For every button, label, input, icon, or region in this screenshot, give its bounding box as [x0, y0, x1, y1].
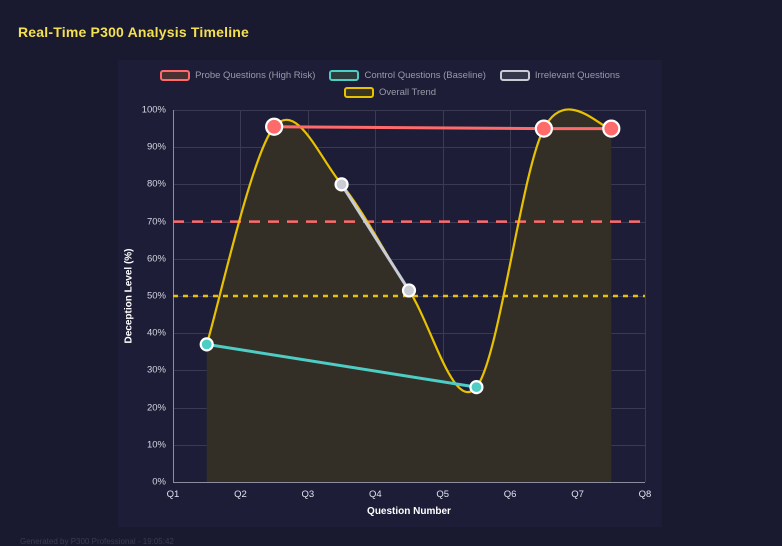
y-axis-tick: 90%	[146, 141, 166, 153]
grid-line-vertical	[645, 110, 646, 482]
legend-label-trend: Overall Trend	[378, 87, 437, 98]
data-point-probe[interactable]	[602, 119, 621, 138]
x-axis-tick: Q7	[571, 489, 584, 500]
y-axis-tick: 60%	[146, 253, 166, 265]
y-axis-tick: 100%	[141, 104, 166, 116]
y-axis-tick: 20%	[146, 402, 166, 414]
x-axis-tick: Q8	[638, 489, 652, 500]
y-axis-tick: 50%	[146, 290, 166, 302]
y-axis-tick: 10%	[146, 439, 166, 451]
data-point-control[interactable]	[469, 380, 484, 395]
y-axis-tick: 70%	[146, 216, 166, 228]
legend-swatch-trend-icon	[343, 87, 374, 98]
y-axis-tick: 30%	[146, 364, 166, 376]
x-axis-tick: Q2	[234, 489, 247, 500]
x-axis-tick: Q6	[503, 489, 517, 500]
plot-area: 0% 10% 20% 30% 40% 50% 60% 70% 80% 90% 100% Q1 Q2 Q3 Q…	[124, 105, 652, 518]
legend-item-trend[interactable]: Overall Trend	[343, 87, 437, 98]
chart-legend: Probe Questions (High Risk) Control Ques…	[118, 70, 662, 98]
series-line-control	[206, 342, 477, 389]
data-point-control[interactable]	[199, 337, 214, 352]
legend-swatch-irrelevant-icon	[499, 70, 530, 81]
legend-item-probe[interactable]: Probe Questions (High Risk)	[160, 70, 315, 81]
legend-item-irrelevant[interactable]: Irrelevant Questions	[499, 70, 620, 81]
footer-text: Generated by P300 Professional - 19:05:4…	[20, 537, 174, 546]
y-axis-tick: 80%	[146, 178, 166, 190]
legend-item-control[interactable]: Control Questions (Baseline)	[329, 70, 486, 81]
page-title: Real-Time P300 Analysis Timeline	[18, 24, 250, 40]
grid-line-horizontal	[173, 258, 645, 260]
chart-panel: Probe Questions (High Risk) Control Ques…	[118, 60, 662, 527]
x-axis-tick: Q3	[301, 489, 315, 500]
legend-row-primary: Probe Questions (High Risk) Control Ques…	[128, 70, 652, 81]
legend-label-probe: Probe Questions (High Risk)	[195, 70, 316, 81]
y-axis-label: Deception Level (%)	[123, 248, 135, 344]
y-axis-tick: 40%	[146, 327, 166, 339]
x-axis-tick: Q4	[368, 489, 382, 500]
data-point-probe[interactable]	[534, 119, 553, 138]
chart-svg	[173, 108, 645, 482]
x-axis-line	[173, 482, 645, 483]
grid-line-horizontal	[173, 184, 645, 186]
x-axis-label: Question Number	[367, 506, 451, 517]
data-point-irrelevant[interactable]	[334, 177, 349, 192]
legend-label-control: Control Questions (Baseline)	[364, 70, 486, 81]
grid-line-horizontal	[173, 147, 645, 149]
legend-swatch-control-icon	[329, 70, 360, 81]
legend-label-irrelevant: Irrelevant Questions	[534, 70, 620, 81]
series-line-irrelevant	[340, 183, 411, 292]
data-point-irrelevant[interactable]	[401, 283, 417, 298]
x-axis-tick: Q5	[436, 489, 450, 500]
legend-row-secondary: Overall Trend	[128, 87, 652, 98]
y-axis-tick: 0%	[152, 476, 166, 488]
grid-line-horizontal	[173, 110, 645, 111]
legend-swatch-probe-icon	[160, 70, 191, 81]
x-axis-tick: Q1	[166, 489, 180, 500]
data-point-probe[interactable]	[265, 117, 284, 136]
